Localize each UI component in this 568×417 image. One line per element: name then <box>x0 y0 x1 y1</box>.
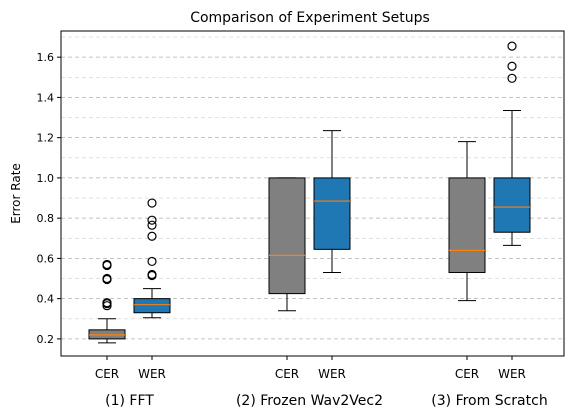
x-tick-label: CER <box>95 367 119 381</box>
box-iqr <box>493 177 531 233</box>
x-tick-label: WER <box>318 367 346 381</box>
x-tick-label: WER <box>138 367 166 381</box>
box-(1) FFT-WER <box>133 198 171 319</box>
box-iqr <box>133 298 171 314</box>
x-tick-label: CER <box>455 367 479 381</box>
x-axis-ticks: CER WER (1) FFT CER WER (2) Frozen Wav2Vec2 CE… <box>95 356 548 409</box>
y-tick-label: 1.4 <box>37 91 55 104</box>
box-(1) FFT-CER <box>88 259 126 344</box>
outlier-point <box>507 41 517 51</box>
box-iqr <box>313 177 351 250</box>
outlier-point <box>147 231 157 241</box>
y-tick-label: 1.6 <box>37 51 55 64</box>
y-axis-label: Error Rate <box>9 163 23 224</box>
group-label: (2) Frozen Wav2Vec2 <box>236 393 383 409</box>
grid-lines <box>61 36 564 340</box>
y-tick-label: 0.8 <box>37 212 55 225</box>
box-(2) Frozen Wav2Vec2-WER <box>313 130 351 273</box>
y-tick-label: 0.2 <box>37 333 55 346</box>
x-tick-label: WER <box>498 367 526 381</box>
box-(3) From Scratch-WER <box>493 41 531 246</box>
box-iqr <box>448 177 486 273</box>
group-label: (1) FFT <box>105 393 154 409</box>
outlier-point <box>102 298 112 308</box>
y-tick-label: 0.4 <box>37 293 55 306</box>
outlier-point <box>147 215 157 225</box>
y-tick-label: 0.6 <box>37 252 55 265</box>
box-iqr <box>268 177 306 295</box>
box-(3) From Scratch-CER <box>448 141 486 302</box>
box-(2) Frozen Wav2Vec2-CER <box>268 177 306 312</box>
x-tick-label: CER <box>275 367 299 381</box>
plot-frame <box>60 30 565 357</box>
outlier-point <box>102 259 112 270</box>
outlier-point <box>147 256 157 267</box>
y-axis-ticks: 0.2 0.4 0.6 0.8 1.0 1.2 1.4 1.6 <box>37 51 61 346</box>
chart-title: Comparison of Experiment Setups <box>190 10 430 26</box>
outlier-point <box>507 61 517 71</box>
group-label: (3) From Scratch <box>431 393 547 409</box>
y-tick-label: 1.2 <box>37 132 55 145</box>
outlier-point <box>102 273 112 284</box>
outlier-point <box>507 73 517 83</box>
y-tick-label: 1.0 <box>37 172 55 185</box>
box-series <box>88 41 531 344</box>
outlier-point <box>147 198 157 208</box>
outlier-point <box>147 220 157 230</box>
outlier-point <box>147 269 157 280</box>
